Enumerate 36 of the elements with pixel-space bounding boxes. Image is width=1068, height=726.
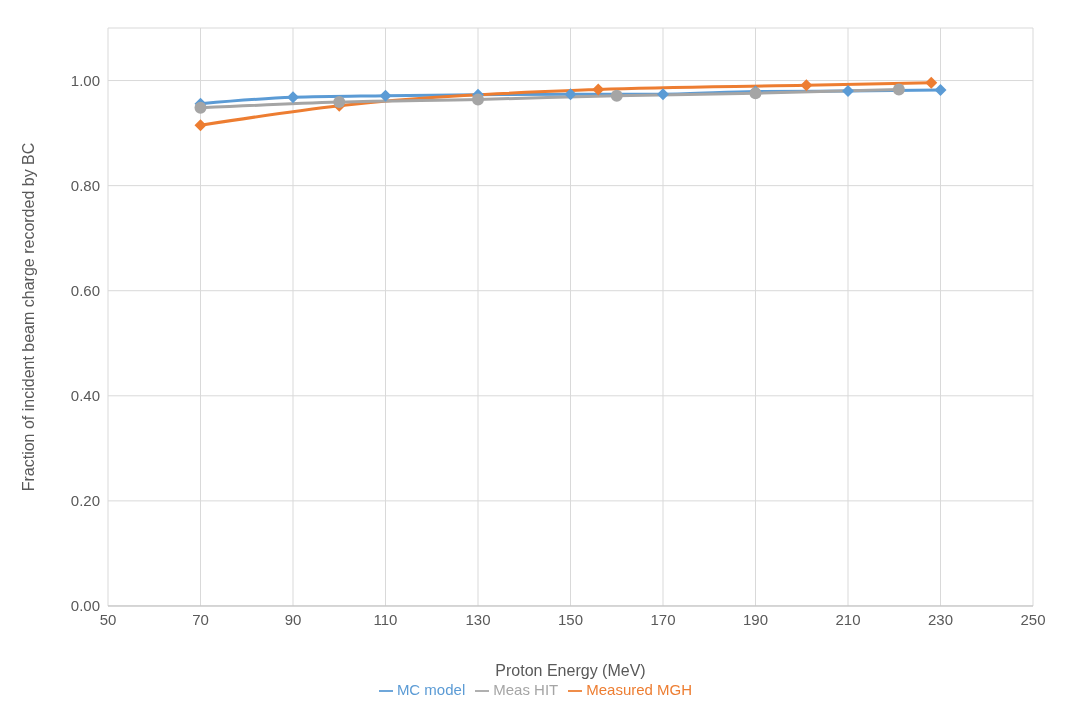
- point: [892, 83, 905, 96]
- y-tick-label: 0.00: [70, 597, 100, 615]
- y-tick-label: 0.40: [70, 387, 100, 405]
- x-tick-label: 170: [650, 610, 676, 628]
- x-tick-label: 150: [557, 610, 584, 628]
- y-tick-label: 0.60: [70, 282, 100, 300]
- y-tick-label: 1.00: [70, 71, 100, 89]
- point: [800, 79, 813, 92]
- legend-label: Meas HIT: [493, 680, 559, 698]
- point: [194, 101, 207, 114]
- point: [610, 89, 623, 102]
- point: [842, 85, 854, 98]
- x-tick-label: 130: [465, 610, 491, 628]
- x-axis-title: Proton Energy (MeV): [495, 661, 646, 679]
- x-tick-label: 110: [373, 610, 398, 628]
- x-tick-label: 190: [742, 610, 769, 628]
- point: [925, 76, 938, 89]
- point: [194, 119, 207, 132]
- y-tick-label: 0.80: [70, 176, 100, 194]
- x-tick-label: 50: [99, 610, 117, 628]
- x-tick-label: 250: [1020, 610, 1046, 628]
- x-tick-label: 70: [192, 610, 209, 628]
- legend-label: MC model: [396, 680, 466, 698]
- y-tick-label: 0.20: [70, 492, 100, 510]
- point: [379, 89, 392, 102]
- point: [657, 88, 669, 101]
- x-tick-label: 90: [284, 610, 302, 628]
- point: [592, 83, 605, 96]
- legend-label: Measured MGH: [586, 680, 693, 698]
- x-tick-label: 230: [927, 610, 954, 628]
- point: [287, 91, 299, 104]
- point: [472, 93, 484, 106]
- point: [564, 88, 577, 101]
- point: [934, 84, 947, 96]
- x-tick-label: 210: [835, 610, 861, 628]
- y-axis-title: Fraction of incident beam charge recorded by BC: [19, 142, 37, 492]
